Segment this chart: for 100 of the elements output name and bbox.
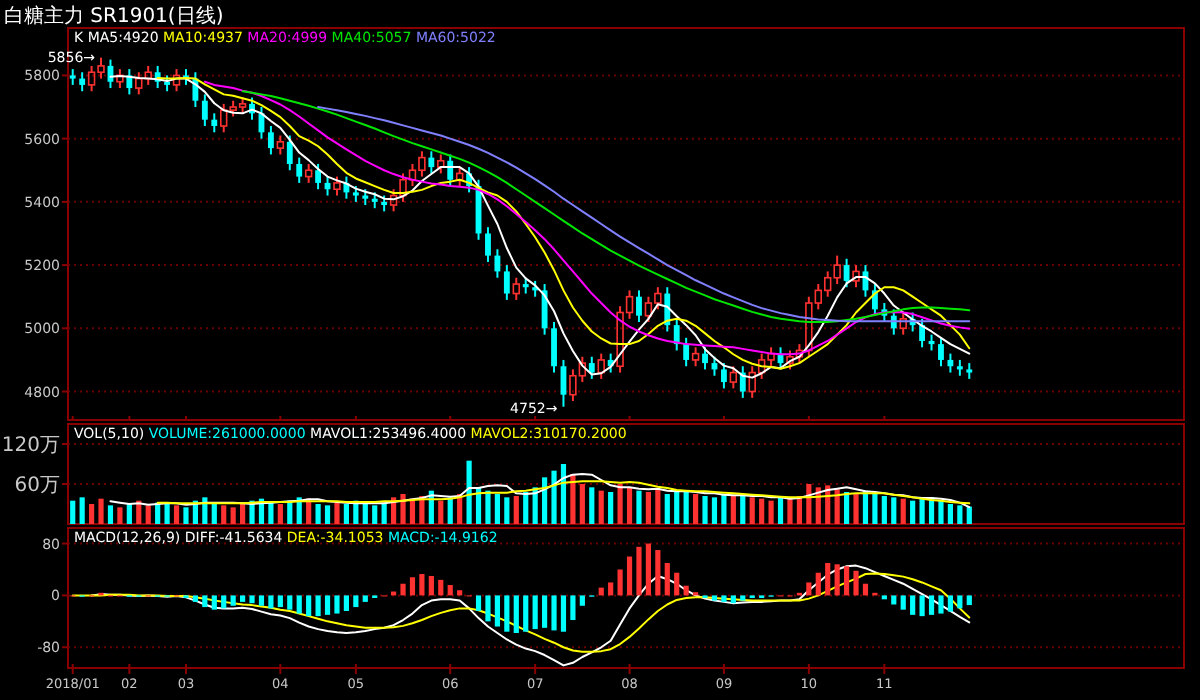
bar xyxy=(353,595,359,608)
bar xyxy=(202,595,208,608)
bar xyxy=(89,504,95,524)
candlestick xyxy=(636,289,642,323)
bar xyxy=(258,595,265,606)
bar xyxy=(221,595,227,609)
bar xyxy=(626,556,633,596)
bar xyxy=(825,563,831,596)
bar xyxy=(240,504,246,524)
candlestick xyxy=(739,365,746,399)
bar xyxy=(409,577,416,596)
bar xyxy=(919,595,925,617)
bar xyxy=(693,494,699,524)
bar xyxy=(617,569,623,596)
bar xyxy=(957,505,963,524)
bar xyxy=(315,595,321,617)
line-series xyxy=(156,480,971,505)
bar xyxy=(900,595,906,610)
line-series xyxy=(109,473,971,509)
bar xyxy=(362,595,368,602)
candlestick xyxy=(428,150,435,175)
bar xyxy=(608,582,614,596)
bar xyxy=(928,595,935,615)
bar xyxy=(645,492,651,524)
bar xyxy=(542,595,548,628)
bar xyxy=(183,507,189,524)
candlestick xyxy=(494,248,501,279)
bar xyxy=(617,484,623,524)
bar xyxy=(268,595,274,609)
bar xyxy=(438,500,444,524)
bar xyxy=(674,490,680,524)
bar xyxy=(475,595,482,611)
bar xyxy=(636,490,642,524)
bar xyxy=(881,496,887,524)
bar xyxy=(853,570,859,596)
bar xyxy=(844,492,850,524)
candlestick xyxy=(201,93,208,127)
bar xyxy=(70,500,76,524)
bar xyxy=(664,563,670,596)
candlestick xyxy=(938,336,944,368)
candlestick xyxy=(541,283,548,336)
bar xyxy=(173,505,180,524)
bar xyxy=(485,490,491,524)
bar xyxy=(324,505,331,524)
bar xyxy=(438,579,444,596)
bar xyxy=(966,506,972,524)
bar xyxy=(287,595,293,610)
bar xyxy=(98,498,104,524)
candlestick xyxy=(843,257,850,289)
candlestick xyxy=(503,264,510,301)
bar xyxy=(372,505,378,524)
bar xyxy=(910,500,916,524)
bar xyxy=(240,595,246,602)
bar xyxy=(815,572,821,596)
bar xyxy=(768,500,774,524)
bar xyxy=(504,595,510,632)
bar xyxy=(447,585,453,596)
bar xyxy=(683,492,689,524)
bar xyxy=(947,595,953,612)
bar xyxy=(711,595,718,601)
bar xyxy=(579,595,585,606)
bar xyxy=(721,494,727,524)
bar xyxy=(306,595,312,617)
candlestick xyxy=(683,336,690,368)
candlestick xyxy=(267,125,274,156)
bar xyxy=(787,498,793,524)
bar xyxy=(938,500,944,524)
bar xyxy=(324,595,331,615)
bar xyxy=(570,474,576,524)
candlestick xyxy=(447,153,454,188)
bar xyxy=(494,494,500,524)
bar xyxy=(428,575,434,596)
line-series xyxy=(241,90,971,323)
bar xyxy=(740,494,746,524)
bar xyxy=(362,504,368,524)
y-tick-label: 60万 xyxy=(14,475,60,497)
bar xyxy=(806,582,812,596)
bar xyxy=(513,496,519,524)
bar xyxy=(711,497,718,524)
bar xyxy=(485,595,491,622)
bar xyxy=(834,489,840,524)
bar xyxy=(230,507,236,524)
bar xyxy=(608,492,614,524)
bar xyxy=(645,543,651,596)
candlestick xyxy=(720,362,727,390)
bar xyxy=(626,487,633,524)
bar xyxy=(249,595,255,604)
bar xyxy=(683,585,689,596)
bar xyxy=(570,595,576,621)
candlestick xyxy=(296,156,303,184)
bar xyxy=(145,505,151,524)
bar xyxy=(268,502,274,524)
candlestick xyxy=(673,317,680,352)
bar xyxy=(466,460,472,524)
bar xyxy=(296,595,302,614)
bar xyxy=(315,504,321,524)
bar xyxy=(598,490,604,524)
bar xyxy=(749,497,755,524)
bar xyxy=(655,489,661,524)
bar xyxy=(702,496,708,524)
